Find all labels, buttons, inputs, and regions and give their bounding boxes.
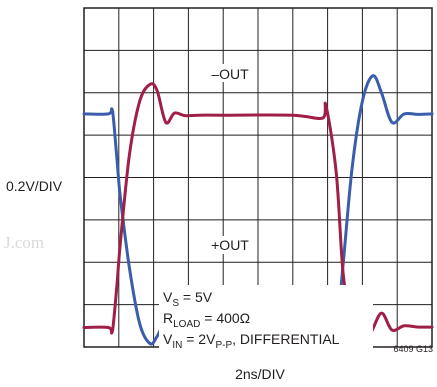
plus-out-label: +OUT [211,237,249,253]
annotation-box-bg [159,285,373,352]
x-axis-label: 2ns/DIV [235,366,285,382]
y-axis-label: 0.2V/DIV [6,178,63,194]
watermark: J.com [4,233,44,252]
supply-voltage-annotation: VS = 5V [163,289,213,309]
input-voltage-annotation: VIN = 2VP-P, DIFFERENTIAL [163,331,340,351]
plus-out-trace [82,82,434,347]
load-resistance-annotation: RLOAD = 400Ω [163,310,250,330]
minus-out-label: –OUT [211,66,249,82]
plus-out-label-bg [207,236,253,254]
minus-out-label-bg [207,64,253,82]
figure-id: 6409 G13 [393,344,433,354]
